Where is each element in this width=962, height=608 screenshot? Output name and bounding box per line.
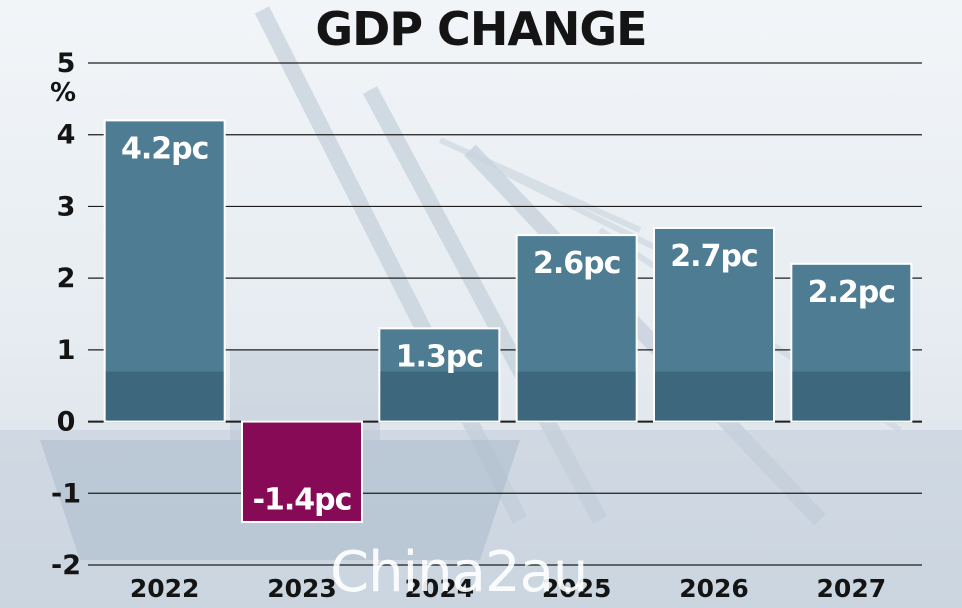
gridlines	[88, 62, 922, 566]
bar-shade	[655, 371, 773, 421]
x-tick-label: 2024	[405, 574, 475, 603]
bar-shade	[380, 371, 499, 421]
x-axis-ticks: 2022 2023 2024 2025 2026 2027	[130, 574, 886, 603]
chart-title: GDP CHANGE	[315, 2, 647, 56]
data-label: 2.6pc	[533, 246, 620, 281]
y-tick-label: 4	[57, 120, 76, 151]
x-tick-label: 2026	[679, 574, 749, 603]
data-label: -1.4pc	[253, 483, 352, 518]
x-tick-label: 2027	[817, 574, 887, 603]
y-tick-label: 3	[57, 191, 76, 222]
y-tick-label: -1	[51, 478, 81, 509]
x-tick-label: 2023	[267, 574, 337, 603]
y-tick-label: -2	[51, 550, 81, 581]
bar	[790, 262, 913, 423]
x-tick-label: 2025	[542, 574, 612, 603]
y-tick-label: 1	[57, 335, 76, 366]
y-axis-unit-label: %	[50, 78, 77, 108]
data-label: 1.3pc	[396, 339, 483, 374]
y-axis-ticks: 5 4 3 2 1 0 -1 -2	[51, 48, 81, 581]
bar	[515, 234, 638, 423]
y-tick-label: 0	[57, 407, 76, 438]
bar	[103, 119, 226, 423]
y-tick-label: 5	[57, 48, 76, 79]
data-label: 2.2pc	[808, 275, 895, 310]
bar-shade	[517, 371, 636, 421]
watermark-text: China2au	[330, 540, 588, 605]
bar	[653, 226, 775, 423]
x-tick-label: 2022	[130, 574, 200, 603]
bar-shade	[792, 371, 911, 421]
bar	[378, 327, 501, 423]
data-labels: 4.2pc -1.4pc 1.3pc 2.6pc 2.7pc 2.2pc	[121, 131, 896, 518]
data-label: 4.2pc	[121, 131, 208, 166]
bar	[241, 420, 363, 523]
bar-shade	[105, 371, 224, 421]
y-tick-label: 2	[57, 263, 76, 294]
bars	[103, 119, 913, 523]
data-label: 2.7pc	[670, 239, 757, 274]
